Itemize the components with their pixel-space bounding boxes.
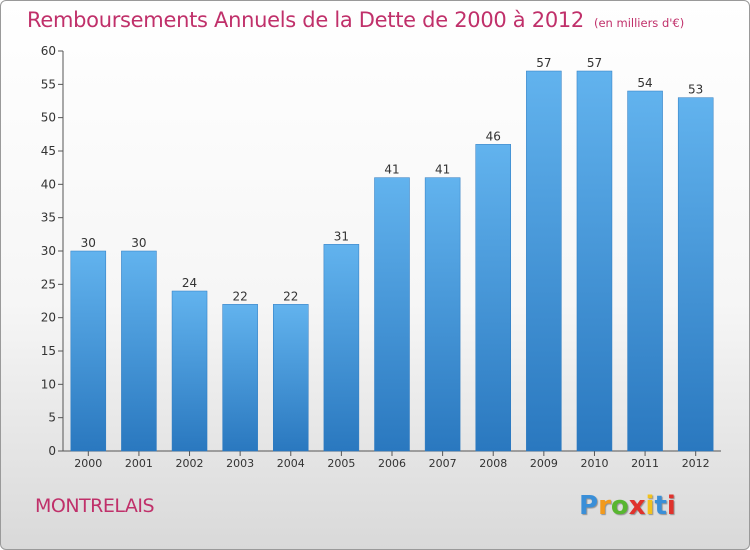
data-label-2006: 41 <box>384 163 399 177</box>
bar-2009 <box>526 70 562 452</box>
bar-2005 <box>323 244 360 452</box>
bar-2010 <box>576 70 613 452</box>
brand-letter: P <box>579 491 599 521</box>
data-label-2005: 31 <box>334 229 349 243</box>
y-tick-label: 55 <box>41 77 56 91</box>
data-label-2012: 53 <box>688 83 703 97</box>
x-tick-label: 2000 <box>74 457 102 470</box>
x-tick-label: 2006 <box>378 457 406 470</box>
y-tick-label: 25 <box>41 277 56 291</box>
chart-unit: (en milliers d'€) <box>594 16 685 30</box>
brand-letter: o <box>610 491 629 521</box>
chart-title: Remboursements Annuels de la Dette de 20… <box>27 8 684 32</box>
y-axis: 0 5 10 15 20 25 30 35 40 45 50 55 60 <box>41 44 64 458</box>
bars: 30 30 24 22 22 31 41 41 46 57 57 54 53 <box>70 56 714 452</box>
x-tick-label: 2009 <box>530 457 558 470</box>
bar-2004 <box>273 304 309 452</box>
brand-letter: i <box>645 491 655 521</box>
y-tick-label: 5 <box>48 411 56 425</box>
x-tick-label: 2003 <box>226 457 254 470</box>
x-tick-label: 2005 <box>327 457 355 470</box>
bar-2001 <box>121 250 157 452</box>
x-tick-label: 2007 <box>429 457 457 470</box>
brand-letter: i <box>666 491 676 521</box>
bar-2012 <box>677 97 714 452</box>
y-tick-label: 35 <box>41 211 56 225</box>
x-tick-label: 2012 <box>682 457 710 470</box>
place-name: MONTRELAIS <box>35 495 155 517</box>
x-tick-label: 2002 <box>176 457 204 470</box>
data-label-2007: 41 <box>435 163 450 177</box>
chart-title-text: Remboursements Annuels de la Dette de 20… <box>27 8 584 32</box>
data-label-2002: 24 <box>182 276 197 290</box>
data-label-2000: 30 <box>81 236 96 250</box>
data-label-2004: 22 <box>283 289 298 303</box>
bar-2007 <box>424 177 461 452</box>
bar-2002 <box>171 290 208 452</box>
bar-2003 <box>222 304 258 452</box>
data-label-2009: 57 <box>536 56 551 70</box>
data-label-2003: 22 <box>233 289 248 303</box>
data-label-2001: 30 <box>131 236 146 250</box>
data-label-2010: 57 <box>587 56 602 70</box>
bar-2000 <box>70 250 107 452</box>
y-tick-label: 15 <box>41 344 56 358</box>
brand-logo: Proxiti <box>579 491 676 521</box>
y-tick-label: 40 <box>41 177 56 191</box>
x-tick-label: 2010 <box>580 457 608 470</box>
brand-letter: x <box>628 491 646 521</box>
y-tick-label: 45 <box>41 144 56 158</box>
x-tick-label: 2004 <box>277 457 305 470</box>
y-tick-label: 50 <box>41 111 56 125</box>
y-tick-label: 60 <box>41 44 56 58</box>
brand-letter: r <box>598 491 611 521</box>
brand-letter: t <box>654 491 667 521</box>
data-label-2008: 46 <box>486 129 501 143</box>
y-tick-label: 20 <box>41 311 56 325</box>
x-axis: 2000 2001 2002 2003 2004 2005 2006 2007 2008 2009… <box>63 450 721 470</box>
data-label-2011: 54 <box>637 76 652 90</box>
x-tick-label: 2011 <box>631 457 659 470</box>
x-tick-label: 2008 <box>479 457 507 470</box>
y-tick-label: 0 <box>48 444 56 458</box>
y-tick-label: 10 <box>41 377 56 391</box>
x-tick-label: 2001 <box>125 457 153 470</box>
bar-2008 <box>475 144 511 452</box>
bar-2011 <box>627 90 663 452</box>
bar-2006 <box>374 177 410 452</box>
y-tick-label: 30 <box>41 244 56 258</box>
